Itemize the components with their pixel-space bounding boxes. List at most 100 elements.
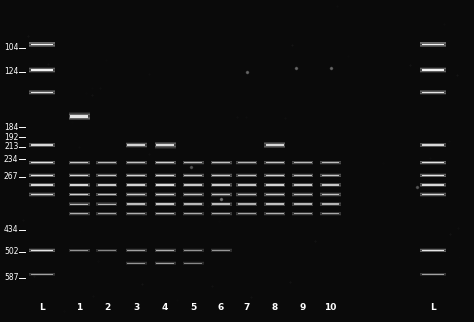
Bar [155,184,176,186]
Bar [210,203,232,205]
Bar [29,161,55,164]
Bar [182,263,204,264]
Bar [292,203,313,205]
Bar [182,212,204,215]
Bar [69,114,90,119]
Bar [320,175,341,176]
Bar [264,174,285,176]
Bar [210,161,232,165]
Bar [420,90,446,95]
Bar [155,212,176,216]
Bar [292,161,313,164]
Bar [184,262,202,264]
Bar [420,184,446,186]
Bar [182,175,204,176]
Bar [31,184,53,185]
Bar [29,193,55,196]
Bar [29,91,55,93]
Bar [210,202,232,206]
Bar [69,249,90,251]
Bar [155,203,176,205]
Bar [420,144,446,146]
Bar [182,162,204,163]
Bar [264,213,285,214]
Bar [320,161,341,164]
Bar [126,213,147,215]
Bar [182,161,204,164]
Bar [69,249,90,252]
Bar [97,174,118,177]
Bar [236,194,257,195]
Bar [420,161,446,164]
Bar [292,162,313,163]
Bar [182,249,204,252]
Bar [420,184,446,186]
Bar [210,194,232,195]
Bar [264,194,285,195]
Bar [97,183,118,186]
Bar [322,204,339,205]
Bar [126,183,147,187]
Bar [320,162,341,164]
Bar [70,213,88,214]
Bar [266,213,283,214]
Bar [292,212,313,215]
Bar [29,68,55,72]
Bar [29,90,55,95]
Bar [320,213,341,215]
Bar [69,161,90,165]
Bar [264,202,285,206]
Bar [320,174,341,176]
Bar [266,204,283,205]
Bar [420,162,446,164]
Bar [31,144,53,146]
Bar [69,175,90,176]
Bar [184,175,202,176]
Bar [264,193,285,196]
Text: L: L [430,303,436,312]
Bar [210,194,232,195]
Bar [320,174,341,177]
Bar [29,174,55,177]
Bar [69,194,90,195]
Bar [236,162,257,163]
Bar [420,249,446,252]
Bar [236,183,257,187]
Bar [128,184,145,185]
Bar [236,175,257,176]
Bar [236,194,257,196]
Bar [294,204,311,205]
Bar [236,202,257,206]
Bar [126,203,147,205]
Bar [126,193,147,197]
Bar [210,184,232,186]
Bar [236,174,257,176]
Bar [422,69,444,71]
Bar [420,69,446,71]
Bar [320,174,341,177]
Bar [126,262,147,264]
Bar [97,250,118,251]
Bar [264,203,285,205]
Bar [292,213,313,215]
Bar [126,184,147,186]
Bar [292,183,313,187]
Bar [29,69,55,71]
Bar [70,175,88,176]
Bar [29,174,55,177]
Bar [69,193,90,196]
Bar [69,184,90,186]
Bar [322,194,339,195]
Bar [320,203,341,205]
Bar [97,249,118,251]
Bar [182,183,204,187]
Bar [210,203,232,205]
Bar [320,194,341,195]
Bar [29,249,55,251]
Bar [292,193,313,196]
Bar [69,174,90,177]
Bar [156,204,174,205]
Bar [420,42,446,47]
Bar [210,175,232,176]
Bar [420,91,446,93]
